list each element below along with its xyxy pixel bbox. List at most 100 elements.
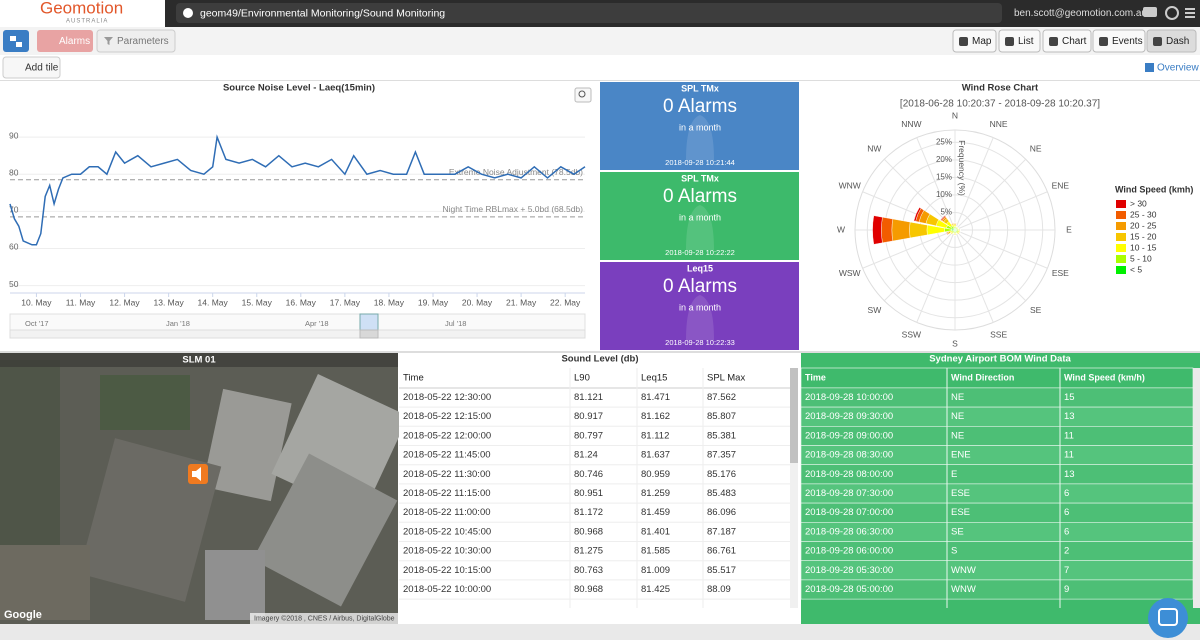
cell: 2018-05-22 11:45:00	[403, 450, 491, 461]
view-button[interactable]	[1042, 29, 1092, 53]
x-tick-label: 14. May	[198, 297, 229, 307]
speaker-icon	[192, 467, 201, 481]
alarm-title: SPL TMx	[681, 173, 719, 183]
direction-label: N	[952, 110, 958, 120]
cell: 80.959	[641, 469, 670, 480]
navigator-label: Jan '18	[166, 319, 190, 328]
cell: 2018-09-28 06:30:00	[805, 526, 893, 537]
legend-swatch[interactable]	[1116, 266, 1126, 274]
cell: 85.517	[707, 565, 736, 576]
legend-label: < 5	[1130, 264, 1142, 274]
view-button[interactable]	[1146, 29, 1197, 53]
alarms-button[interactable]	[37, 30, 93, 52]
legend-swatch[interactable]	[1116, 255, 1126, 263]
cell: 2018-05-22 12:00:00	[403, 430, 491, 441]
user-email[interactable]: ben.scott@geomotion.com.au	[1014, 8, 1147, 19]
cell: 81.471	[641, 392, 670, 403]
map-tile: SLM 01 Google Imagery ©2018 , CNES / Air…	[0, 353, 409, 624]
wind-rose-title: Wind Rose Chart	[962, 83, 1039, 94]
x-tick-label: 11. May	[66, 297, 96, 307]
legend-label: 15 - 20	[1130, 231, 1157, 241]
column-header: Time	[805, 372, 826, 382]
cell: 2018-09-28 09:00:00	[805, 430, 893, 441]
alarm-period: in a month	[679, 122, 721, 132]
x-tick-label: 20. May	[462, 297, 493, 307]
support-icon[interactable]	[1165, 6, 1179, 20]
map-building	[252, 453, 398, 607]
legend-swatch[interactable]	[1116, 222, 1126, 230]
direction-label: NNW	[901, 119, 921, 129]
view-label: Map	[972, 36, 992, 47]
legend-label: 25 - 30	[1130, 209, 1157, 219]
parameters-button[interactable]	[96, 29, 176, 53]
cell: 87.357	[707, 450, 736, 461]
cell: 2018-05-22 10:30:00	[403, 546, 491, 557]
overview-icon	[1145, 63, 1154, 72]
cell: 2018-05-22 11:00:00	[403, 507, 491, 518]
r-tick-label: 25%	[936, 137, 952, 146]
alarm-time: 2018-09-28 10:21:44	[665, 158, 735, 167]
view-button[interactable]	[952, 29, 997, 53]
legend-swatch[interactable]	[1116, 233, 1126, 241]
legend-swatch[interactable]	[1116, 244, 1126, 252]
direction-label: ENE	[1052, 181, 1070, 191]
rose-spoke	[954, 137, 994, 231]
legend-swatch[interactable]	[1116, 211, 1126, 219]
alarm-tile[interactable]	[600, 172, 799, 260]
menu-icon[interactable]	[1185, 8, 1195, 10]
cell: E	[951, 469, 957, 480]
threshold-label: Night Time RBLmax + 5.0bd (68.5db)	[442, 204, 583, 214]
chart-title: Source Noise Level - Laeq(15min)	[223, 83, 375, 94]
wind-rose: N NNE NE ENE E ESE SE SSE S SSW SW WSW W WNW NW NNW 5% 10…	[837, 110, 1193, 348]
y-tick-label: 70	[9, 205, 19, 215]
path-text[interactable]: geom49/Environmental Monitoring/Sound Mo…	[200, 7, 445, 19]
view-button[interactable]	[1092, 29, 1146, 53]
legend-label: 10 - 15	[1130, 242, 1157, 252]
legend-swatch[interactable]	[1116, 200, 1126, 208]
scrollbar-thumb[interactable]	[790, 368, 798, 463]
direction-label: WSW	[839, 268, 861, 278]
cell: 80.951	[574, 488, 603, 499]
zoom-button[interactable]	[574, 87, 592, 103]
cell: SE	[951, 526, 964, 537]
chat-icon[interactable]	[1143, 7, 1157, 17]
view-button[interactable]	[998, 29, 1041, 53]
overview-link[interactable]: Overview	[1157, 63, 1199, 74]
attribution: Imagery ©2018 , CNES / Airbus, DigitalGl…	[254, 614, 395, 622]
sound-table-title: Sound Level (db)	[561, 354, 638, 365]
parameters-label: Parameters	[117, 36, 169, 47]
cell: 80.917	[574, 411, 603, 422]
direction-label: NE	[1030, 144, 1042, 154]
navigator-window[interactable]	[359, 313, 379, 331]
x-tick-label: 21. May	[506, 297, 537, 307]
cell: 81.009	[641, 565, 670, 576]
tree-icon	[10, 36, 16, 41]
alarm-title: SPL TMx	[681, 83, 719, 93]
chat-launcher[interactable]	[1148, 598, 1188, 638]
cell: 80.763	[574, 565, 603, 576]
rose-grid	[866, 141, 1044, 319]
rose-spoke	[954, 229, 994, 323]
rose-spoke	[954, 191, 1048, 231]
direction-label: S	[952, 338, 958, 348]
alarm-tile[interactable]	[600, 82, 799, 170]
cell: 85.807	[707, 411, 736, 422]
path-icon	[183, 8, 193, 18]
cell: 86.761	[707, 546, 736, 557]
column-header: Time	[403, 373, 424, 384]
cell: 81.401	[641, 526, 670, 537]
bell-watermark	[686, 295, 714, 340]
cell: 2018-09-28 09:30:00	[805, 411, 893, 422]
cell: 81.275	[574, 546, 603, 557]
cell: 2018-09-28 07:30:00	[805, 488, 893, 499]
rose-spoke	[916, 229, 956, 323]
scrollbar-thumb[interactable]	[359, 329, 379, 339]
map-building	[205, 550, 265, 620]
cell: 2018-09-28 08:00:00	[805, 469, 893, 480]
direction-label: NW	[867, 144, 881, 154]
alarm-tile[interactable]	[600, 262, 799, 350]
cell: 87.187	[707, 526, 736, 537]
add-tile-button[interactable]	[2, 56, 61, 79]
alarm-count: 0 Alarms	[663, 96, 737, 117]
logo[interactable]: Geomotion	[40, 0, 123, 17]
